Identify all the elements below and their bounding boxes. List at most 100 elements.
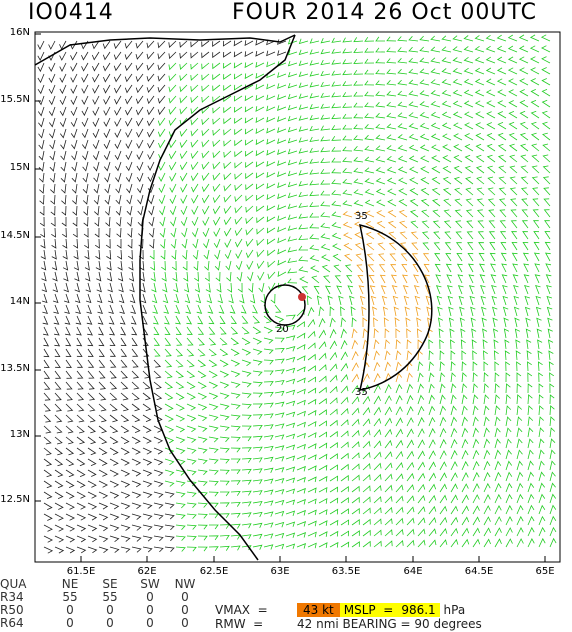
wind-barb xyxy=(54,491,64,499)
wind-barb xyxy=(190,128,199,137)
wind-barb xyxy=(157,84,166,93)
wind-barb xyxy=(195,293,202,304)
wind-barb xyxy=(406,383,414,394)
wind-barb xyxy=(329,408,338,416)
wind-barb xyxy=(353,37,364,43)
wind-barb xyxy=(252,326,262,335)
wind-barb xyxy=(65,414,74,423)
wind-barb xyxy=(353,146,364,152)
wind-barb xyxy=(153,337,160,346)
wind-barb xyxy=(153,447,164,455)
wind-barb xyxy=(472,394,479,405)
wind-barb xyxy=(381,295,388,306)
wind-barb xyxy=(432,220,441,229)
wind-barb xyxy=(485,34,496,42)
lat-label: 15.5N xyxy=(0,94,30,105)
wind-barb xyxy=(521,209,529,218)
wind-barb xyxy=(212,161,221,170)
wind-barb xyxy=(428,472,437,482)
wind-barb xyxy=(406,461,415,471)
wind-barb xyxy=(461,449,469,460)
wind-barb xyxy=(503,328,510,339)
wind-barb xyxy=(164,403,174,411)
wind-barb xyxy=(190,117,199,126)
wind-barb xyxy=(454,187,463,196)
wind-barb xyxy=(190,62,199,70)
wind-barb xyxy=(65,370,73,379)
wind-barb xyxy=(298,181,309,187)
wind-barb xyxy=(287,71,298,78)
wind-barb xyxy=(98,447,108,455)
wind-barb xyxy=(435,274,441,284)
wind-barb xyxy=(395,328,401,339)
wind-barb xyxy=(175,370,184,379)
wind-barb xyxy=(461,372,467,383)
wind-barb xyxy=(87,381,95,390)
wind-barb xyxy=(498,165,507,174)
wind-barb xyxy=(186,381,196,389)
wind-barb xyxy=(241,315,249,324)
wind-barb xyxy=(131,480,142,488)
wind-barb xyxy=(70,84,78,94)
wind-barb xyxy=(386,177,397,185)
wind-barb xyxy=(157,73,166,82)
wind-barb xyxy=(274,445,285,451)
wind-barb xyxy=(527,405,533,416)
wind-barb xyxy=(186,337,194,346)
wind-barb xyxy=(331,211,342,218)
wind-barb xyxy=(95,260,101,271)
wind-barb xyxy=(43,337,50,347)
wind-barb xyxy=(274,489,285,495)
wind-barb xyxy=(455,220,463,229)
contour-label-35-top: 35 xyxy=(355,211,368,222)
wind-barb xyxy=(329,486,339,493)
wind-barb xyxy=(263,424,274,430)
lat-label: 16N xyxy=(9,27,30,38)
wind-barb xyxy=(131,502,142,510)
wind-barb xyxy=(525,317,531,328)
wind-barb xyxy=(285,488,296,495)
wind-barb xyxy=(164,370,173,379)
wind-barb xyxy=(277,72,287,78)
wind-barb xyxy=(320,158,331,164)
wind-barb xyxy=(274,434,285,440)
wind-barb xyxy=(406,517,415,526)
wind-barb xyxy=(406,439,414,449)
wind-barb xyxy=(505,516,513,526)
wind-barb xyxy=(296,509,306,516)
wind-barb xyxy=(274,532,285,539)
wind-barb xyxy=(41,282,48,293)
wind-barb xyxy=(219,436,230,443)
wind-barb xyxy=(120,337,127,347)
wind-barb xyxy=(419,79,430,86)
wind-barb xyxy=(184,293,191,304)
wind-barb xyxy=(336,285,342,295)
wind-barb xyxy=(131,425,141,433)
wind-barb xyxy=(201,73,210,81)
wind-barb xyxy=(527,538,535,548)
wind-barb xyxy=(157,62,166,71)
wind-barb xyxy=(397,79,408,86)
wind-barb xyxy=(113,73,122,83)
wind-barb xyxy=(439,394,446,405)
wind-barb xyxy=(197,315,204,325)
wind-barb xyxy=(51,227,56,238)
wind-barb xyxy=(87,502,98,510)
wind-barb xyxy=(344,264,353,273)
wind-barb xyxy=(190,106,199,115)
wind-barb xyxy=(358,285,365,295)
wind-barb xyxy=(450,361,456,372)
wind-barb xyxy=(42,315,49,325)
wind-barb xyxy=(428,427,436,438)
wind-barb xyxy=(53,304,59,314)
wind-barb xyxy=(147,183,155,194)
wind-barb xyxy=(164,480,175,487)
wind-barb xyxy=(71,172,78,183)
wind-barb xyxy=(146,62,155,71)
wind-barb xyxy=(270,293,276,304)
wind-barb xyxy=(505,504,513,515)
wind-barb xyxy=(201,51,210,59)
wind-barb xyxy=(169,161,177,171)
wind-barb xyxy=(544,231,551,240)
wind-barb xyxy=(191,216,199,227)
